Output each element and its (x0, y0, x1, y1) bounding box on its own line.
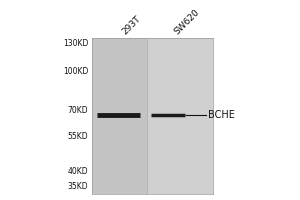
Text: BCHE: BCHE (208, 110, 235, 120)
Bar (92, 38, 147, 194)
Text: 130KD: 130KD (63, 39, 88, 48)
Text: 55KD: 55KD (68, 132, 88, 141)
Text: 40KD: 40KD (68, 167, 88, 176)
Text: 293T: 293T (121, 14, 143, 36)
Text: 35KD: 35KD (68, 182, 88, 191)
Text: 100KD: 100KD (63, 67, 88, 76)
Text: SW620: SW620 (172, 7, 201, 36)
Text: 70KD: 70KD (68, 106, 88, 115)
Bar (147, 38, 213, 194)
